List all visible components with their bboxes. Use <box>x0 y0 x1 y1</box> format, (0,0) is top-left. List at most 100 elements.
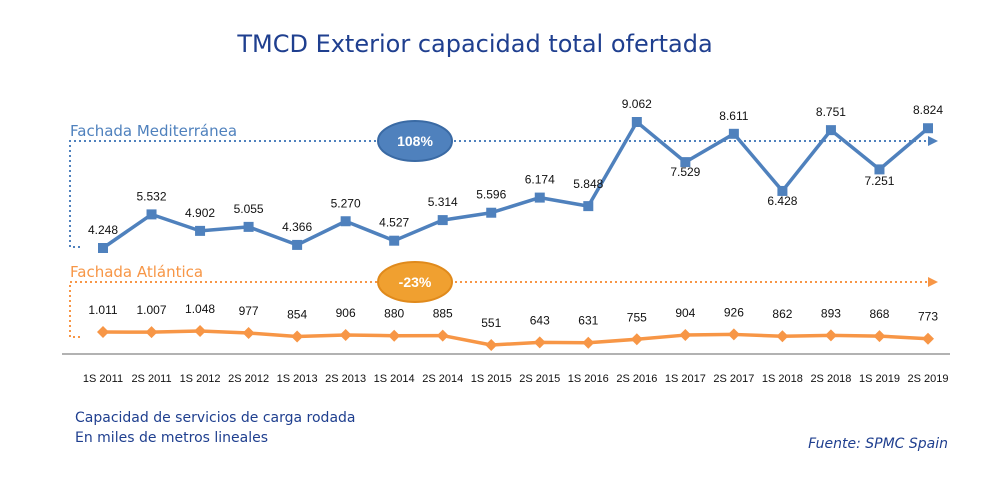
data-label: 551 <box>481 316 501 330</box>
data-label: 862 <box>772 307 792 321</box>
data-point <box>97 326 109 339</box>
x-tick-label: 1S 2012 <box>180 373 221 385</box>
source-label: Fuente: SPMC Spain <box>808 436 948 452</box>
series-line <box>102 120 930 250</box>
data-point <box>679 329 692 342</box>
data-label: 4.248 <box>88 223 118 237</box>
data-point <box>534 192 545 203</box>
growth-badge <box>377 120 453 162</box>
data-label: 926 <box>724 305 744 319</box>
data-point <box>922 332 934 345</box>
x-tick-label: 2S 2012 <box>228 373 269 385</box>
data-point <box>194 325 207 337</box>
data-point <box>728 128 739 139</box>
data-point <box>583 201 594 212</box>
data-point <box>98 243 108 253</box>
data-label: 4.902 <box>185 206 215 220</box>
data-label: 8.824 <box>913 103 943 117</box>
x-tick-label: 1S 2017 <box>665 373 706 385</box>
data-label: 854 <box>287 307 307 321</box>
x-tick-label: 1S 2018 <box>762 373 803 385</box>
x-tick-label: 2S 2011 <box>131 373 171 385</box>
data-point <box>243 221 254 232</box>
data-label: 906 <box>336 306 356 320</box>
data-label: 1.048 <box>185 302 215 316</box>
data-label: 6.428 <box>767 194 797 208</box>
data-label: 1.007 <box>137 303 167 317</box>
series-atlantica: Fachada Atlántica -23% 1.011 1.007 1.048 977 8… <box>69 261 938 351</box>
data-point <box>145 326 158 339</box>
data-point <box>582 336 595 349</box>
data-point <box>631 117 642 127</box>
data-point <box>825 125 836 136</box>
data-label: 755 <box>627 310 647 324</box>
x-tick-label: 1S 2016 <box>568 373 609 385</box>
data-point <box>533 336 546 349</box>
x-tick-label: 1S 2013 <box>277 373 318 385</box>
data-label: 7.529 <box>670 165 700 179</box>
x-tick-label: 1S 2014 <box>374 373 415 385</box>
series-line <box>102 329 929 347</box>
data-label: 773 <box>918 310 938 324</box>
data-point <box>486 207 497 218</box>
x-tick-label: 1S 2019 <box>859 373 900 385</box>
x-tick-label: 2S 2014 <box>422 373 463 385</box>
note-capacity: Capacidad de servicios de carga rodada <box>75 410 356 426</box>
series-mediterranea: Fachada Mediterránea 108% 4.248 5.532 4.902 5… <box>69 97 943 253</box>
data-point <box>388 329 401 342</box>
arrow-head-icon <box>928 136 938 146</box>
data-label: 904 <box>675 306 695 320</box>
data-label: 5.055 <box>234 202 264 216</box>
x-tick-label: 2S 2018 <box>810 373 851 385</box>
x-tick-label: 2S 2016 <box>616 373 657 385</box>
data-point <box>485 339 498 351</box>
data-label: 893 <box>821 306 841 320</box>
data-point <box>340 216 351 227</box>
series-name: Fachada Atlántica <box>70 263 203 281</box>
x-axis-ticks: 1S 2011 2S 2011 1S 2012 2S 2012 1S 2013 2S 20… <box>83 373 949 385</box>
x-tick-label: 2S 2013 <box>325 373 366 385</box>
x-tick-label: 1S 2011 <box>83 373 123 385</box>
data-label: 4.527 <box>379 216 409 230</box>
data-label: 5.848 <box>573 177 603 191</box>
growth-badge-label: -23% <box>399 274 432 290</box>
growth-badge-label: 108% <box>397 133 433 149</box>
data-point <box>436 329 449 342</box>
data-label: 5.596 <box>476 188 506 202</box>
data-label: 9.062 <box>622 97 652 111</box>
data-point <box>630 333 643 346</box>
data-point <box>873 330 886 343</box>
data-point <box>437 215 448 226</box>
data-point <box>339 329 352 341</box>
data-label: 5.314 <box>428 195 458 209</box>
data-label: 8.751 <box>816 105 846 119</box>
data-label: 631 <box>578 314 598 328</box>
series-name: Fachada Mediterránea <box>70 122 237 140</box>
data-label: 8.611 <box>719 109 748 123</box>
note-units: En miles de metros lineales <box>75 430 269 446</box>
chart-title: TMCD Exterior capacidad total ofertada <box>237 30 713 58</box>
data-point <box>242 327 255 339</box>
data-point <box>776 330 789 343</box>
arrow-head-icon <box>928 277 938 287</box>
trend-arrow-line <box>69 140 928 248</box>
data-point <box>824 329 837 342</box>
data-label: 977 <box>239 304 259 318</box>
trend-arrow-line <box>69 281 928 338</box>
x-tick-label: 2S 2015 <box>519 373 560 385</box>
data-point <box>389 235 400 246</box>
data-label: 880 <box>384 307 404 321</box>
data-point <box>874 164 885 175</box>
data-point <box>292 239 303 250</box>
data-label: 868 <box>869 307 889 321</box>
data-label: 6.174 <box>525 173 555 187</box>
data-point <box>146 209 157 220</box>
growth-badge <box>377 261 453 303</box>
data-point <box>777 185 788 196</box>
data-label: 5.532 <box>137 189 167 203</box>
data-point <box>923 123 933 134</box>
data-label: 4.366 <box>282 220 312 234</box>
data-label: 643 <box>530 313 550 327</box>
data-point <box>195 225 206 236</box>
x-tick-label: 2S 2019 <box>908 373 949 385</box>
